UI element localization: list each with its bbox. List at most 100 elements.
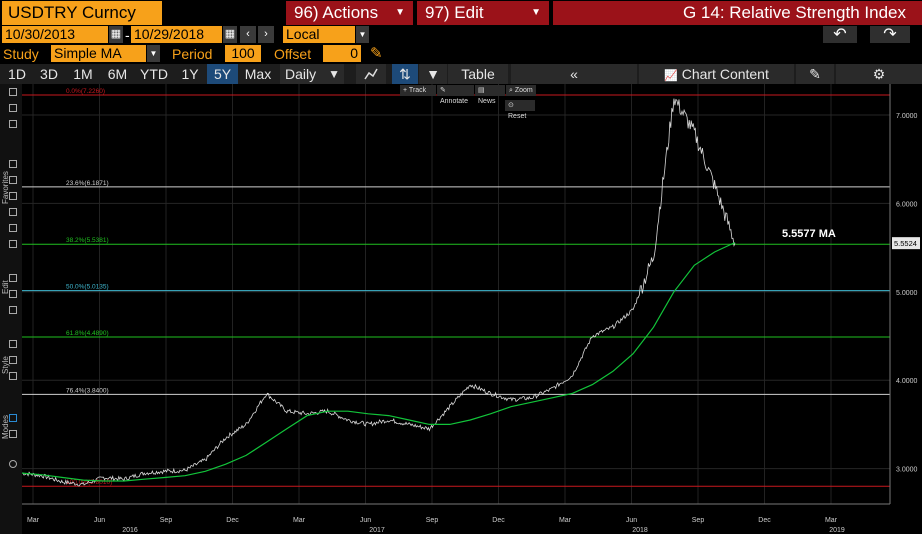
header-bar: USDTRY Curncy 96) Actions ▼ 97) Edit ▼ G…	[0, 0, 922, 26]
table-button[interactable]: Table	[448, 64, 508, 84]
offset-input[interactable]: 0	[323, 45, 361, 62]
range-ytd[interactable]: YTD	[140, 66, 168, 82]
reset-label: Reset	[508, 113, 527, 120]
fib-level-label: 50.0%(5.0135)	[66, 284, 109, 291]
x-tick-label: Jun	[360, 517, 371, 524]
track-icon: +	[403, 87, 408, 94]
fib-level-label: 38.2%(5.5381)	[66, 237, 109, 244]
tool-rail: Favorites Edit Style Modes	[0, 84, 22, 534]
settings-icon[interactable]	[9, 460, 17, 468]
mode-icon[interactable]	[9, 430, 17, 438]
x-tick-label: Sep	[426, 517, 439, 524]
offset-label: Offset	[274, 46, 312, 62]
crosshair-icon[interactable]	[9, 104, 17, 112]
actions-menu[interactable]: 96) Actions ▼	[286, 1, 413, 25]
bar-chart-icon[interactable]: ⇅	[392, 64, 418, 84]
end-date-field[interactable]: 10/29/2018	[131, 26, 222, 43]
range-5y[interactable]: 5Y	[207, 64, 238, 84]
redo-icon[interactable]: ↷	[870, 26, 910, 43]
annotate-button[interactable]: ✎ Annotate	[437, 85, 474, 105]
date-separator: -	[125, 27, 130, 43]
dropdown-icon: ▼	[531, 7, 541, 18]
x-year-label: 2019	[829, 527, 845, 534]
font-icon[interactable]	[9, 372, 17, 380]
color-icon[interactable]	[9, 340, 17, 348]
pencil-icon[interactable]: ✎	[370, 45, 383, 62]
undo-draw-icon[interactable]	[9, 274, 17, 282]
collapse-left-icon[interactable]: «	[511, 64, 637, 84]
channel-icon[interactable]	[9, 240, 17, 248]
last-price-tag	[892, 237, 920, 250]
fibonacci-levels: 0.0%(7.2260) 23.6%(6.1871) 38.2%(5.5381) 50…	[22, 88, 890, 487]
prev-arrow-icon[interactable]: ‹	[240, 26, 256, 43]
line-style-icon[interactable]	[9, 356, 17, 364]
y-axis-ticks: 7.0000 6.0000 5.0000 4.0000 3.0000	[896, 113, 918, 474]
reset-button[interactable]: ⊙ Reset	[505, 100, 535, 120]
track-button[interactable]: + Track	[400, 85, 436, 96]
study-dropdown-icon[interactable]: ▼	[147, 45, 160, 62]
series-group	[22, 98, 736, 487]
ruler-icon[interactable]	[9, 224, 17, 232]
zoom-icon: ⌕	[509, 87, 513, 94]
range-1y[interactable]: 1Y	[181, 66, 199, 82]
cursor-icon[interactable]	[9, 88, 17, 96]
actions-label: 96) Actions	[294, 3, 379, 22]
fibonacci-icon[interactable]	[9, 208, 17, 216]
line-chart-icon[interactable]	[356, 64, 386, 84]
text-tool-icon[interactable]	[9, 120, 17, 128]
edit-label: 97) Edit	[425, 3, 484, 22]
mode-c-icon[interactable]	[9, 414, 17, 422]
range-1m[interactable]: 1M	[73, 66, 93, 82]
delete-icon[interactable]	[9, 290, 17, 298]
toolbar: 1D 3D 1M 6M YTD 1Y 5Y Max Daily ▼ ⇅ ▼ Ta…	[0, 64, 922, 84]
security-ticker[interactable]: USDTRY Curncy	[2, 1, 162, 25]
chart-type-dropdown-icon[interactable]: ▼	[419, 64, 447, 84]
x-year-label: 2018	[632, 527, 648, 534]
study-label: Study	[3, 46, 39, 62]
currency-field[interactable]: Local CCY	[283, 26, 355, 59]
dropdown-icon: ▼	[328, 67, 340, 81]
y-tick-label: 5.0000	[896, 290, 918, 297]
marker-icon[interactable]	[9, 176, 17, 184]
frequency-select[interactable]: Daily ▼	[280, 64, 344, 84]
edit-chart-icon[interactable]: ✎	[796, 64, 834, 84]
study-select[interactable]: Simple MA	[51, 45, 146, 62]
fib-level-label: 76.4%(3.8400)	[66, 387, 109, 394]
zoom-label: Zoom	[514, 87, 533, 94]
settings-gear-icon[interactable]: ⚙	[836, 64, 922, 84]
x-tick-label: Jun	[626, 517, 637, 524]
range-max[interactable]: Max	[244, 66, 272, 82]
edit-menu[interactable]: 97) Edit ▼	[417, 1, 549, 25]
undo-icon[interactable]: ↶	[823, 26, 857, 43]
range-1d[interactable]: 1D	[8, 66, 26, 82]
y-tick-label: 7.0000	[896, 113, 918, 120]
fib-level-label: 0.0%(7.2260)	[66, 88, 105, 95]
range-6m[interactable]: 6M	[107, 66, 128, 82]
vertical-gridlines	[22, 84, 890, 504]
copy-icon[interactable]	[9, 306, 17, 314]
frequency-label: Daily	[285, 66, 317, 82]
x-tick-label: Mar	[293, 517, 306, 524]
range-3d[interactable]: 3D	[40, 66, 58, 82]
news-button[interactable]: ▤ News	[475, 85, 505, 105]
start-date-field[interactable]: 10/30/2013	[2, 26, 108, 43]
chart-content-button[interactable]: 📈 Chart Content	[639, 64, 794, 84]
x-tick-label: Dec	[758, 517, 771, 524]
currency-dropdown-icon[interactable]: ▼	[356, 26, 369, 43]
x-tick-label: Jun	[94, 517, 105, 524]
calendar-icon[interactable]: ▦	[109, 26, 123, 43]
y-tick-label: 4.0000	[896, 378, 918, 385]
price-chart[interactable]: 0.0%(7.2260) 23.6%(6.1871) 38.2%(5.5381) 50…	[22, 84, 922, 534]
note-icon[interactable]	[9, 160, 17, 168]
zoom-button[interactable]: ⌕ Zoom	[506, 85, 536, 96]
study-bar: Study Simple MA ▼ Period 100 Offset 0 ✎	[0, 45, 922, 64]
next-arrow-icon[interactable]: ›	[258, 26, 274, 43]
price-series-line	[22, 98, 736, 487]
x-tick-label: Mar	[27, 517, 40, 524]
period-input[interactable]: 100	[225, 45, 261, 62]
calendar-icon[interactable]: ▦	[223, 26, 237, 43]
trendline-icon[interactable]	[9, 192, 17, 200]
y-tick-label: 6.0000	[896, 201, 918, 208]
page-title: G 14: Relative Strength Index	[553, 1, 922, 25]
x-tick-label: Dec	[226, 517, 239, 524]
